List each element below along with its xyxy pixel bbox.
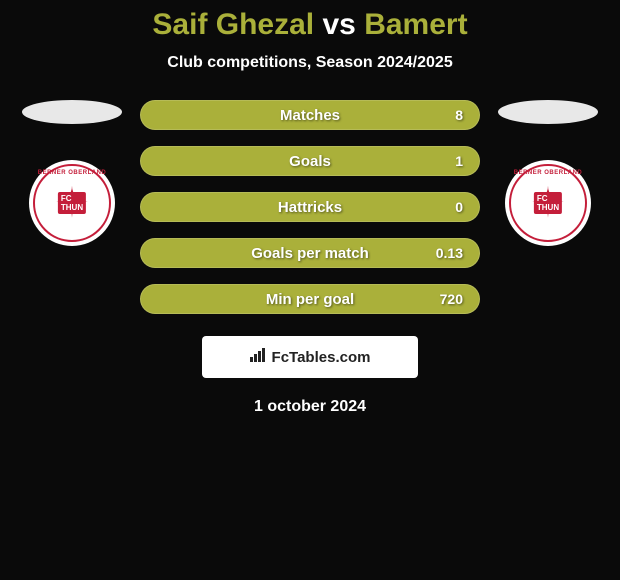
left-ellipse: [22, 100, 122, 124]
left-side: BERNER OBERLAND ✦ FC THUN: [22, 100, 122, 246]
right-side: BERNER OBERLAND ✦ FC THUN: [498, 100, 598, 246]
bar-chart-icon: [250, 348, 268, 367]
vs-text: vs: [322, 8, 355, 41]
left-logo-fc: FC THUN: [58, 192, 86, 214]
footer-label: FcTables.com: [272, 349, 371, 366]
page-title: Saif Ghezal vs Bamert: [0, 8, 620, 42]
stat-label: Matches: [280, 107, 340, 124]
date-label: 1 october 2024: [0, 398, 620, 416]
stat-bar: Goals per match 0.13: [140, 238, 480, 268]
left-team-logo: BERNER OBERLAND ✦ FC THUN: [29, 160, 115, 246]
player2-name: Bamert: [364, 8, 467, 41]
stat-label: Hattricks: [278, 199, 342, 216]
footer-branding: FcTables.com: [202, 336, 418, 378]
right-logo-center: ✦ FC THUN: [524, 179, 572, 227]
left-logo-inner: BERNER OBERLAND ✦ FC THUN: [33, 164, 111, 242]
stat-right-value: 0.13: [433, 245, 463, 261]
right-team-logo: BERNER OBERLAND ✦ FC THUN: [505, 160, 591, 246]
stat-right-value: 1: [433, 153, 463, 169]
main-row: BERNER OBERLAND ✦ FC THUN Matches 8 Goals 1…: [0, 100, 620, 314]
stat-bar: Matches 8: [140, 100, 480, 130]
subtitle: Club competitions, Season 2024/2025: [0, 54, 620, 72]
stats-column: Matches 8 Goals 1 Hattricks 0 Goals per match 0…: [140, 100, 480, 314]
left-logo-center: ✦ FC THUN: [48, 179, 96, 227]
stat-right-value: 8: [433, 107, 463, 123]
left-logo-top-text: BERNER OBERLAND: [38, 170, 107, 176]
right-logo-inner: BERNER OBERLAND ✦ FC THUN: [509, 164, 587, 242]
stat-label: Goals per match: [251, 245, 369, 262]
stat-bar: Hattricks 0: [140, 192, 480, 222]
right-ellipse: [498, 100, 598, 124]
stat-right-value: 0: [433, 199, 463, 215]
stat-label: Goals: [289, 153, 331, 170]
stat-label: Min per goal: [266, 291, 354, 308]
right-logo-top-text: BERNER OBERLAND: [514, 170, 583, 176]
stat-right-value: 720: [433, 291, 463, 307]
stat-bar: Min per goal 720: [140, 284, 480, 314]
comparison-card: Saif Ghezal vs Bamert Club competitions,…: [0, 0, 620, 416]
player1-name: Saif Ghezal: [152, 8, 314, 41]
right-logo-fc: FC THUN: [534, 192, 562, 214]
stat-bar: Goals 1: [140, 146, 480, 176]
